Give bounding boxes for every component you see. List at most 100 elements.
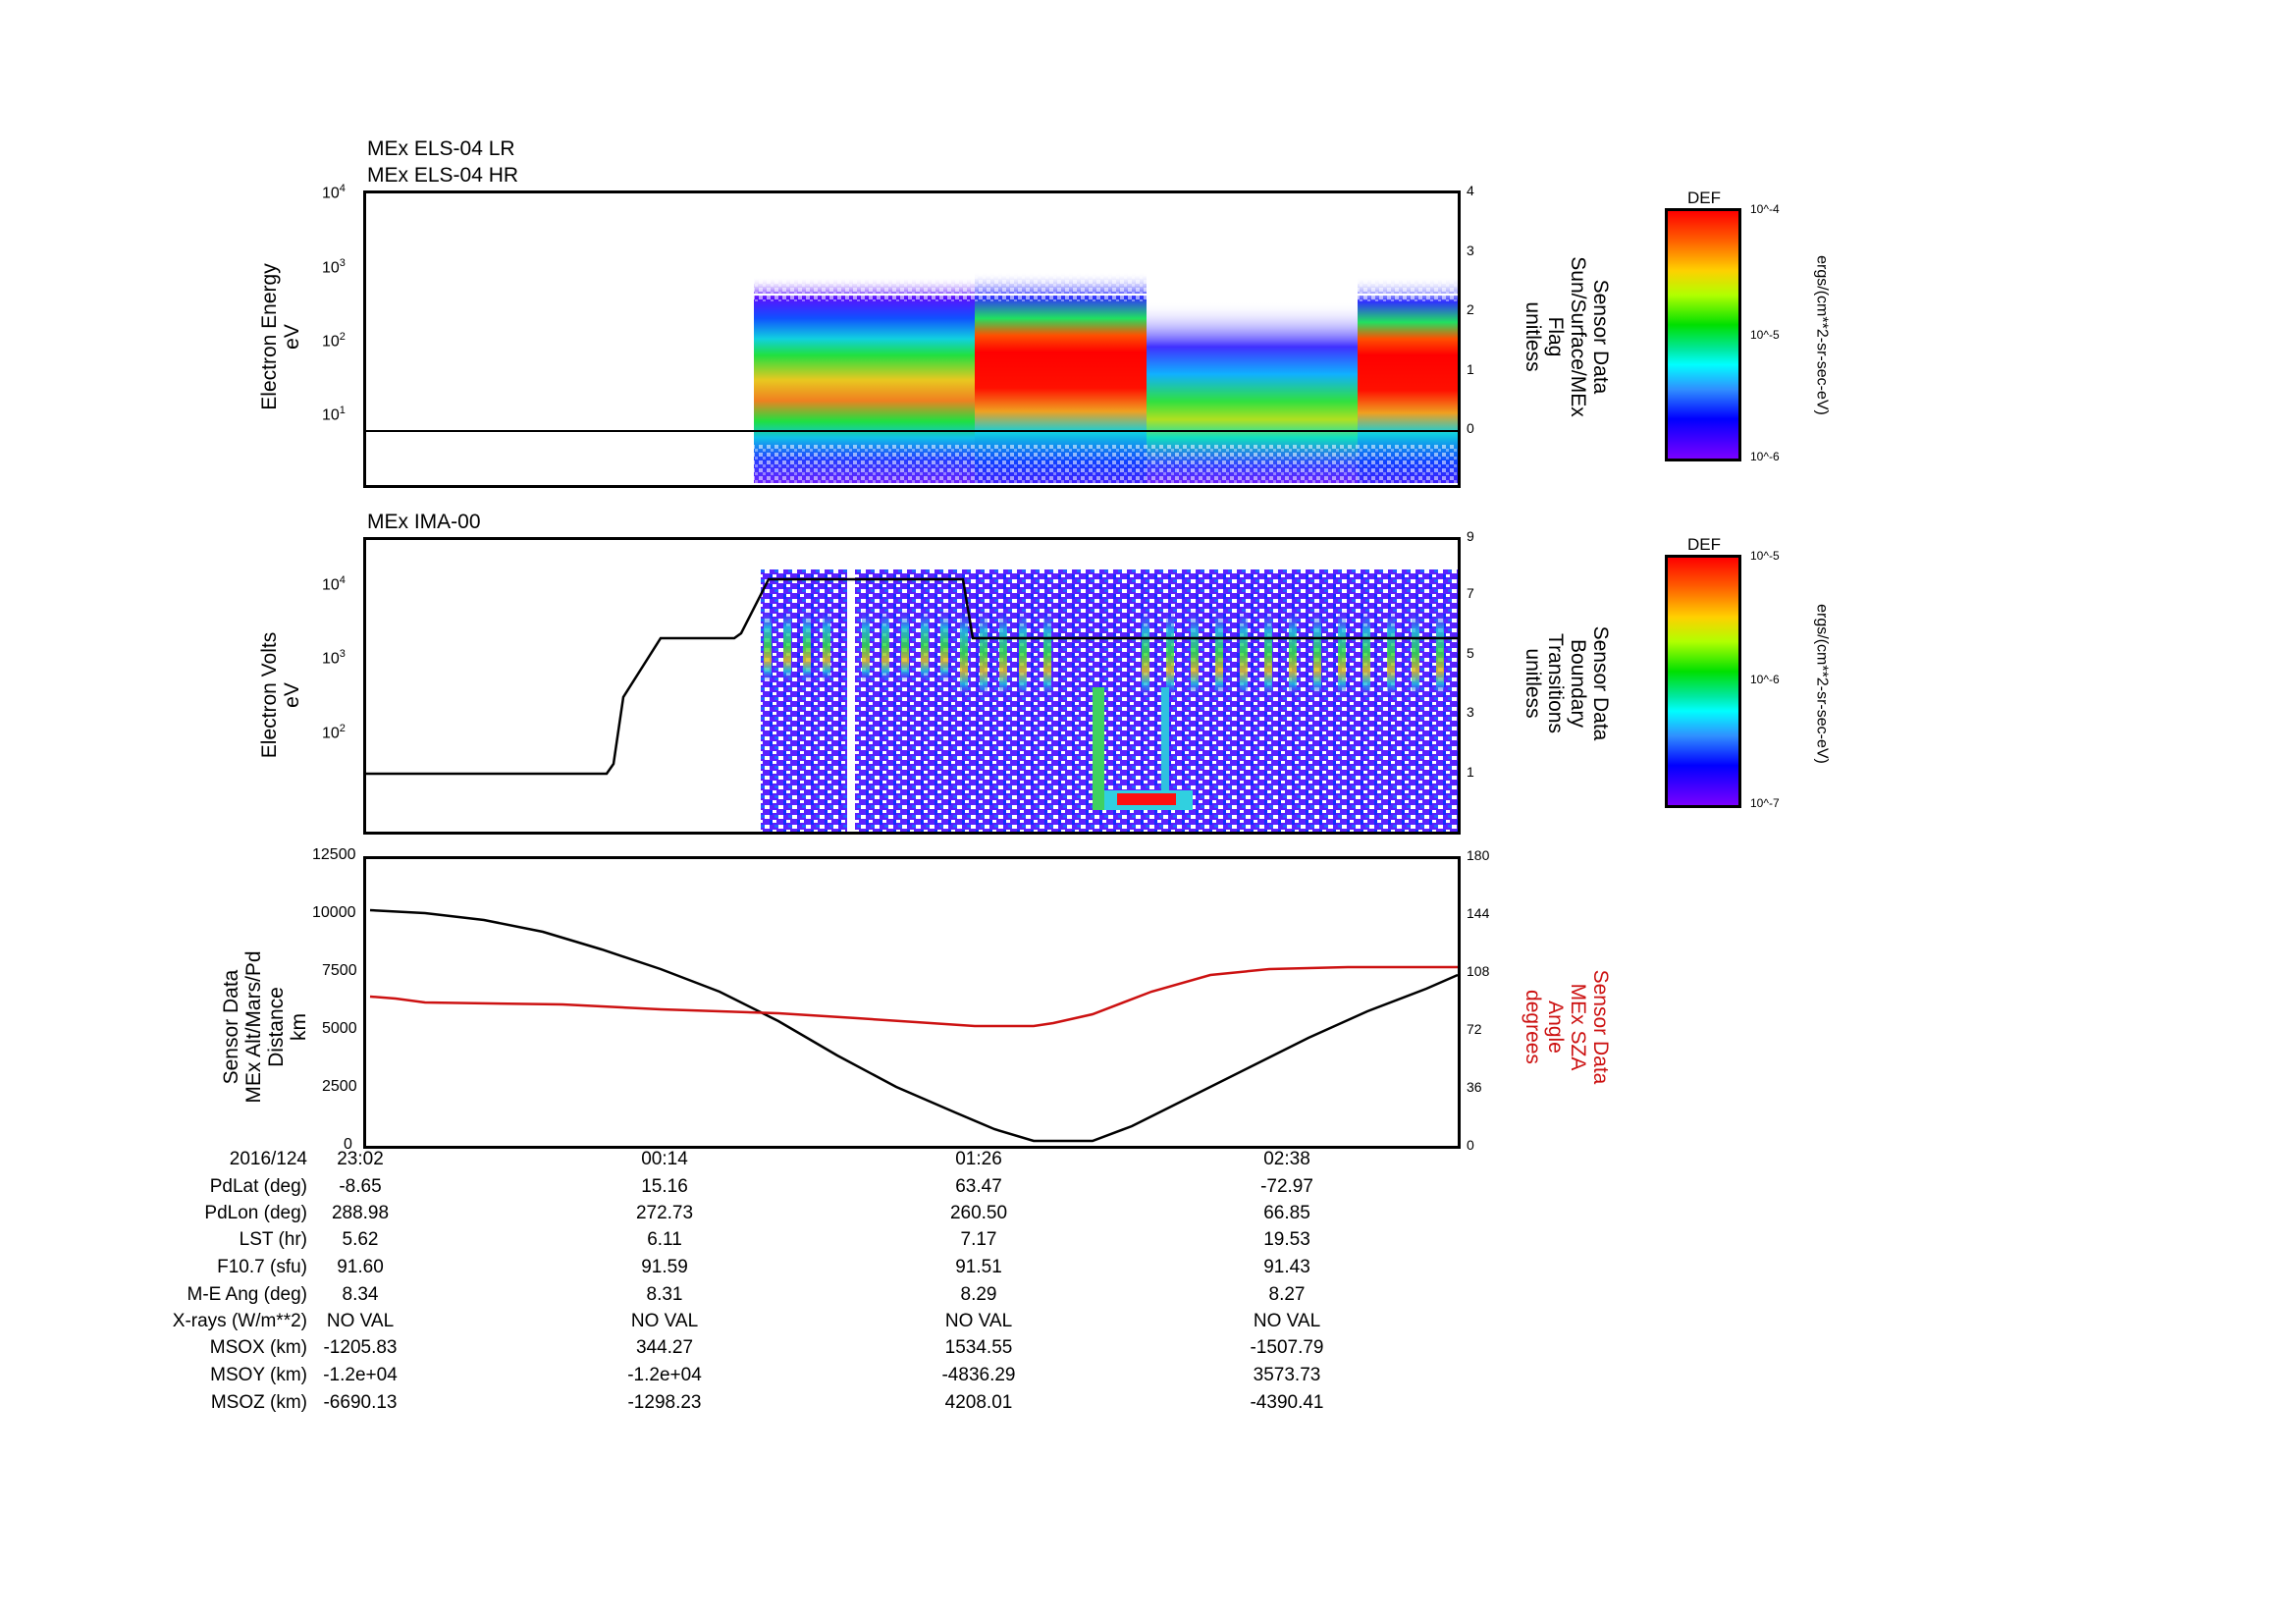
panel1-left-axis-label: Electron Energy eV — [258, 263, 303, 410]
table-row-label: X-rays (W/m**2) — [172, 1311, 307, 1331]
table-cell: 260.50 — [949, 1203, 1008, 1223]
panel3-line-plot[interactable] — [363, 856, 1461, 1149]
colorbar2-units: ergs/(cm**2-sr-sec-eV) — [1813, 604, 1831, 764]
table-cell: NO VAL — [630, 1311, 699, 1331]
colorbar2-title: DEF — [1687, 535, 1721, 554]
panel3-ytick: 5000 — [322, 1020, 357, 1037]
table-cell: 19.53 — [1263, 1229, 1310, 1250]
table-cell: -1507.79 — [1250, 1337, 1324, 1358]
table-row-label: F10.7 (sfu) — [217, 1257, 307, 1277]
table-row-label: MSOY (km) — [210, 1365, 307, 1385]
panel1-title-hr: MEx ELS-04 HR — [367, 164, 519, 187]
panel1-spectrogram-graphic — [366, 272, 1458, 483]
table-row-label: LST (hr) — [239, 1229, 307, 1250]
panel3-y2tick: 180 — [1467, 847, 1490, 863]
panel2-ytick: 102 — [322, 723, 346, 742]
colorbar1-units: ergs/(cm**2-sr-sec-eV) — [1813, 255, 1831, 415]
panel1-title-lr: MEx ELS-04 LR — [367, 137, 515, 160]
table-row-label: MSOZ (km) — [210, 1392, 307, 1413]
panel3-y2tick: 36 — [1467, 1079, 1482, 1095]
table-cell: NO VAL — [1253, 1311, 1321, 1331]
panel3-y2tick: 108 — [1467, 963, 1490, 979]
panel2-title: MEx IMA-00 — [367, 511, 481, 533]
colorbar1-title: DEF — [1687, 189, 1721, 207]
panel1-y2tick: 4 — [1467, 183, 1474, 198]
panel1-y2tick: 1 — [1467, 361, 1474, 377]
panel2-y2tick: 5 — [1467, 645, 1474, 661]
colorbar1-tick: 10^-6 — [1750, 450, 1780, 463]
table-cell: NO VAL — [944, 1311, 1013, 1331]
ion-low-energy-feature — [1093, 687, 1193, 810]
panel2-spectrogram-graphic — [366, 565, 1458, 832]
table-cell: 8.29 — [960, 1284, 997, 1305]
panel3-y2tick: 72 — [1467, 1021, 1482, 1037]
panel1-y2tick: 3 — [1467, 243, 1474, 258]
table-cell: 63.47 — [955, 1176, 1002, 1197]
colorbar1 — [1665, 208, 1741, 461]
table-cell: 91.43 — [1263, 1257, 1310, 1277]
panel1-ytick: 104 — [322, 183, 346, 202]
table-cell: 8.27 — [1268, 1284, 1306, 1305]
panel2-right-axis-label: Sensor Data Boundary Transitions unitles… — [1522, 625, 1612, 741]
panel1-ytick: 103 — [322, 257, 346, 277]
panel2-ytick: 103 — [322, 648, 346, 668]
table-row-label: M-E Ang (deg) — [187, 1284, 308, 1305]
table-cell: -4390.41 — [1250, 1392, 1324, 1413]
table-cell: -1205.83 — [323, 1337, 398, 1358]
time-tick: 00:14 — [641, 1149, 688, 1169]
panel1-ytick: 101 — [322, 405, 346, 424]
table-cell: 91.60 — [337, 1257, 384, 1277]
altitude-line — [369, 908, 1459, 1143]
table-cell: -1.2e+04 — [627, 1365, 702, 1385]
panel3-right-axis-label: Sensor Data MEx SZA Angle degrees — [1522, 969, 1612, 1085]
sza-line — [369, 965, 1458, 1028]
panel2-ytick: 104 — [322, 574, 346, 594]
table-row-label: PdLon (deg) — [204, 1203, 307, 1223]
table-cell: 4208.01 — [944, 1392, 1013, 1413]
table-cell: 8.34 — [342, 1284, 379, 1305]
panel1-y2tick: 0 — [1467, 420, 1474, 436]
panel3-ytick: 0 — [344, 1136, 352, 1153]
panel1-right-axis-label: Sensor Data Sun/Surface/MEx Flag unitles… — [1522, 256, 1612, 417]
table-cell: 288.98 — [331, 1203, 390, 1223]
table-cell: 15.16 — [641, 1176, 688, 1197]
panel3-ytick: 10000 — [312, 904, 356, 921]
table-cell: 7.17 — [960, 1229, 997, 1250]
table-cell: 8.31 — [646, 1284, 683, 1305]
table-cell: 1534.55 — [944, 1337, 1013, 1358]
colorbar1-tick: 10^-5 — [1750, 328, 1780, 342]
table-cell: 91.51 — [955, 1257, 1002, 1277]
table-row-label: MSOX (km) — [209, 1337, 307, 1358]
panel1-y2tick: 2 — [1467, 301, 1474, 317]
panel3-ytick: 7500 — [322, 962, 357, 979]
table-cell: -72.97 — [1260, 1176, 1313, 1197]
table-cell: -8.65 — [339, 1176, 382, 1197]
panel3-ytick: 2500 — [322, 1078, 357, 1095]
panel3-left-axis-label: Sensor Data MEx Alt/Mars/Pd Distance km — [220, 950, 310, 1104]
colorbar1-tick: 10^-4 — [1750, 202, 1780, 216]
panel2-left-axis-label: Electron Volts eV — [258, 631, 303, 759]
table-cell: -6690.13 — [323, 1392, 398, 1413]
table-cell: 91.59 — [641, 1257, 688, 1277]
panel2-y2tick: 1 — [1467, 764, 1474, 780]
table-cell: NO VAL — [326, 1311, 395, 1331]
table-cell: 272.73 — [635, 1203, 694, 1223]
table-cell: -4836.29 — [941, 1365, 1016, 1385]
time-tick: 01:26 — [955, 1149, 1002, 1169]
colorbar2-tick: 10^-6 — [1750, 673, 1780, 686]
table-cell: 6.11 — [647, 1229, 682, 1250]
panel2-y2tick: 7 — [1467, 585, 1474, 601]
table-row-label: PdLat (deg) — [209, 1176, 307, 1197]
panel3-line-graphic — [369, 908, 1459, 1143]
panel3-y2tick: 0 — [1467, 1137, 1474, 1153]
panel1-ytick: 102 — [322, 331, 346, 351]
panel2-y2tick: 9 — [1467, 528, 1474, 544]
time-tick: 02:38 — [1263, 1149, 1310, 1169]
panel2-ima-spectrogram[interactable] — [363, 537, 1461, 835]
time-tick: 23:02 — [337, 1149, 384, 1169]
table-cell: 66.85 — [1263, 1203, 1310, 1223]
panel1-els-spectrogram[interactable] — [363, 190, 1461, 488]
panel3-y2tick: 144 — [1467, 905, 1490, 921]
table-date-label: 2016/124 — [229, 1149, 307, 1169]
panel3-ytick: 12500 — [312, 846, 356, 863]
